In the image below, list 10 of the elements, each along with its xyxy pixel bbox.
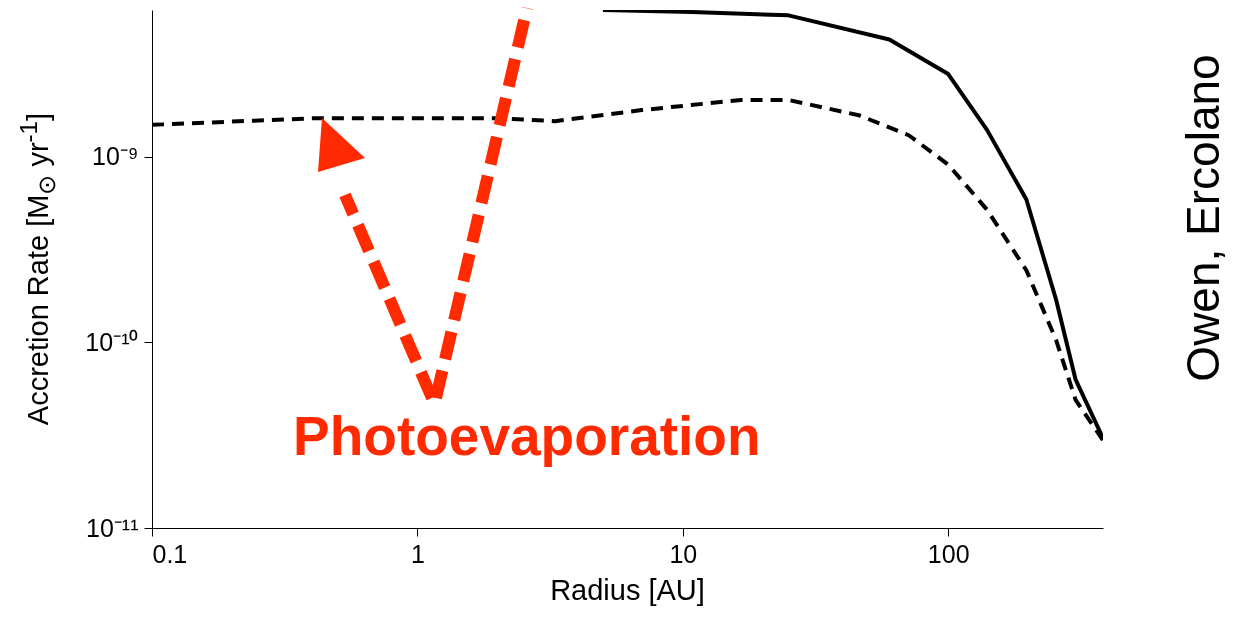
annotation: Photoevaporation: [293, 404, 761, 468]
y-tick-label: 10⁻⁹: [91, 142, 139, 171]
y-tick-label: 10⁻¹¹: [86, 513, 139, 542]
x-tick-label: 100: [927, 539, 970, 568]
x-tick-label: 0.1: [152, 539, 188, 568]
x-tick-label: 10: [669, 539, 698, 568]
y-tick-label: 10⁻¹⁰: [85, 328, 139, 356]
x-axis-title: Radius [AU]: [549, 574, 706, 607]
text: Owen, Ercolano: [1176, 54, 1230, 382]
x-tick-label: 1: [410, 539, 425, 568]
